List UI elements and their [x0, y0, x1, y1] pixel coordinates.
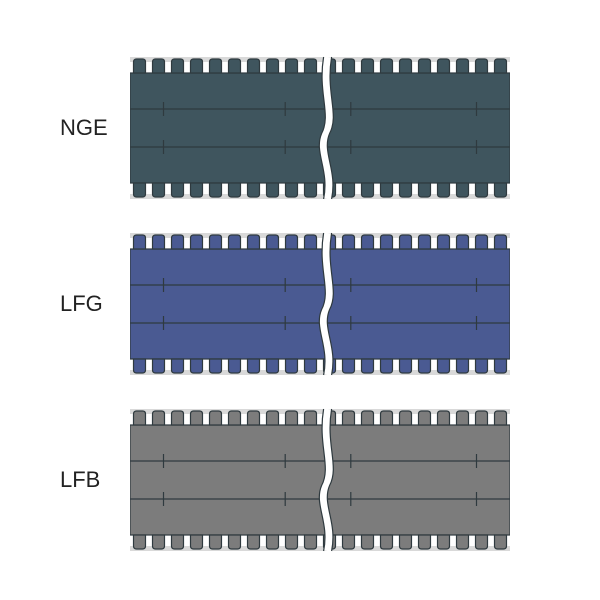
swatch-label-lfg: LFG	[60, 291, 103, 317]
swatch-label-lfb: LFB	[60, 467, 100, 493]
swatch-row-lfg: LFG	[0, 228, 600, 380]
belt-swatch-diagram: NGE LFG LFB	[0, 0, 600, 600]
swatch-row-nge: NGE	[0, 52, 600, 204]
belt-nge	[130, 52, 510, 204]
belt-lfb	[130, 404, 510, 556]
swatch-label-nge: NGE	[60, 115, 108, 141]
swatch-row-lfb: LFB	[0, 404, 600, 556]
belt-lfg	[130, 228, 510, 380]
